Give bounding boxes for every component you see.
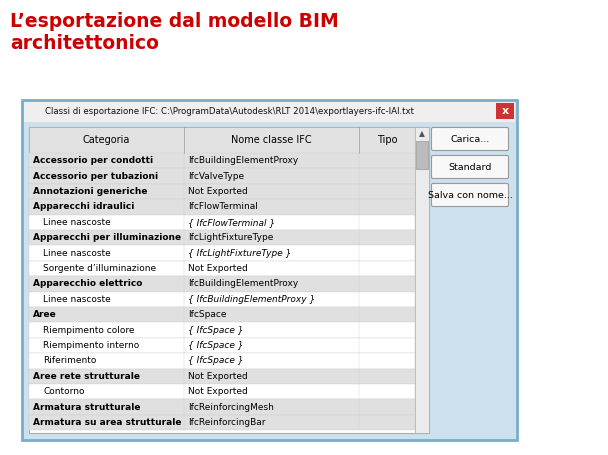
Text: Aree rete strutturale: Aree rete strutturale [33, 372, 140, 381]
Bar [29, 230, 415, 245]
Bar [29, 353, 415, 369]
FancyBboxPatch shape [432, 156, 508, 178]
Text: IfcValveType: IfcValveType [188, 172, 244, 181]
Bar [29, 415, 415, 430]
Text: Apparecchi idraulici: Apparecchi idraulici [33, 202, 134, 212]
Text: Riempimento interno: Riempimento interno [43, 341, 139, 350]
Bar [496, 103, 514, 119]
Text: { IfcSpace }: { IfcSpace } [188, 326, 243, 334]
Bar [29, 369, 415, 384]
Text: Apparecchi per illuminazione: Apparecchi per illuminazione [33, 233, 181, 242]
Text: IfcBuildingElementProxy: IfcBuildingElementProxy [188, 279, 299, 288]
Text: Tipo: Tipo [377, 135, 397, 145]
Text: Carica...: Carica... [451, 135, 489, 143]
Text: { IfcSpace }: { IfcSpace } [188, 341, 243, 350]
Text: Not Exported: Not Exported [188, 187, 247, 196]
Bar [29, 215, 415, 230]
Bar [415, 127, 429, 433]
Text: ▲: ▲ [419, 130, 425, 138]
Text: Riempimento colore: Riempimento colore [43, 326, 134, 334]
Bar [29, 399, 415, 415]
Bar [29, 245, 415, 261]
Bar [29, 199, 415, 215]
Text: Armatura strutturale: Armatura strutturale [33, 403, 140, 412]
Text: Sorgente d’illuminazione: Sorgente d’illuminazione [43, 264, 156, 273]
Bar [22, 100, 517, 440]
Bar [29, 153, 415, 168]
Text: Apparecchio elettrico: Apparecchio elettrico [33, 279, 142, 288]
Text: IfcReinforcingMesh: IfcReinforcingMesh [188, 403, 274, 412]
Bar [29, 127, 429, 153]
Text: Linee nascoste: Linee nascoste [43, 295, 111, 304]
Bar [29, 292, 415, 307]
Text: { IfcSpace }: { IfcSpace } [188, 356, 243, 365]
Text: Not Exported: Not Exported [188, 372, 247, 381]
Bar [29, 184, 415, 199]
FancyBboxPatch shape [432, 183, 508, 207]
Bar [29, 168, 415, 184]
Text: Nome classe IFC: Nome classe IFC [231, 135, 312, 145]
Text: Linee nascoste: Linee nascoste [43, 218, 111, 227]
Text: Aree: Aree [33, 310, 57, 319]
Text: Salva con nome...: Salva con nome... [427, 191, 513, 199]
Text: { IfcFlowTerminal }: { IfcFlowTerminal } [188, 218, 275, 227]
Bar [29, 323, 415, 338]
Bar [24, 102, 515, 122]
Bar [29, 384, 415, 399]
Text: x: x [502, 106, 508, 116]
Text: IfcBuildingElementProxy: IfcBuildingElementProxy [188, 156, 299, 165]
Text: Categoria: Categoria [83, 135, 130, 145]
Text: IfcLightFixtureType: IfcLightFixtureType [188, 233, 274, 242]
Text: Annotazioni generiche: Annotazioni generiche [33, 187, 148, 196]
Text: Not Exported: Not Exported [188, 264, 247, 273]
Text: Classi di esportazione IFC: C:\ProgramData\Autodesk\RLT 2014\exportlayers-ifc-IA: Classi di esportazione IFC: C:\ProgramDa… [45, 107, 414, 116]
Text: Not Exported: Not Exported [188, 387, 247, 396]
Bar [29, 338, 415, 353]
Text: L’esportazione dal modello BIM: L’esportazione dal modello BIM [10, 12, 339, 31]
Text: Riferimento: Riferimento [43, 356, 97, 365]
Bar [29, 127, 429, 433]
Text: { IfcBuildingElementProxy }: { IfcBuildingElementProxy } [188, 295, 316, 304]
Text: Linee nascoste: Linee nascoste [43, 248, 111, 258]
Bar [416, 141, 428, 169]
Text: architettonico: architettonico [10, 34, 159, 53]
Bar [29, 307, 415, 323]
Bar [29, 276, 415, 292]
Text: IfcReinforcingBar: IfcReinforcingBar [188, 418, 266, 427]
Text: Contorno: Contorno [43, 387, 85, 396]
Text: Armatura su area strutturale: Armatura su area strutturale [33, 418, 182, 427]
Text: IfcSpace: IfcSpace [188, 310, 227, 319]
Text: IfcFlowTerminal: IfcFlowTerminal [188, 202, 258, 212]
FancyBboxPatch shape [432, 127, 508, 151]
Text: { IfcLightFixtureType }: { IfcLightFixtureType } [188, 248, 291, 258]
Text: Standard: Standard [448, 162, 492, 172]
Bar [29, 261, 415, 276]
Text: Accessorio per tubazioni: Accessorio per tubazioni [33, 172, 158, 181]
Text: Accessorio per condotti: Accessorio per condotti [33, 156, 153, 165]
